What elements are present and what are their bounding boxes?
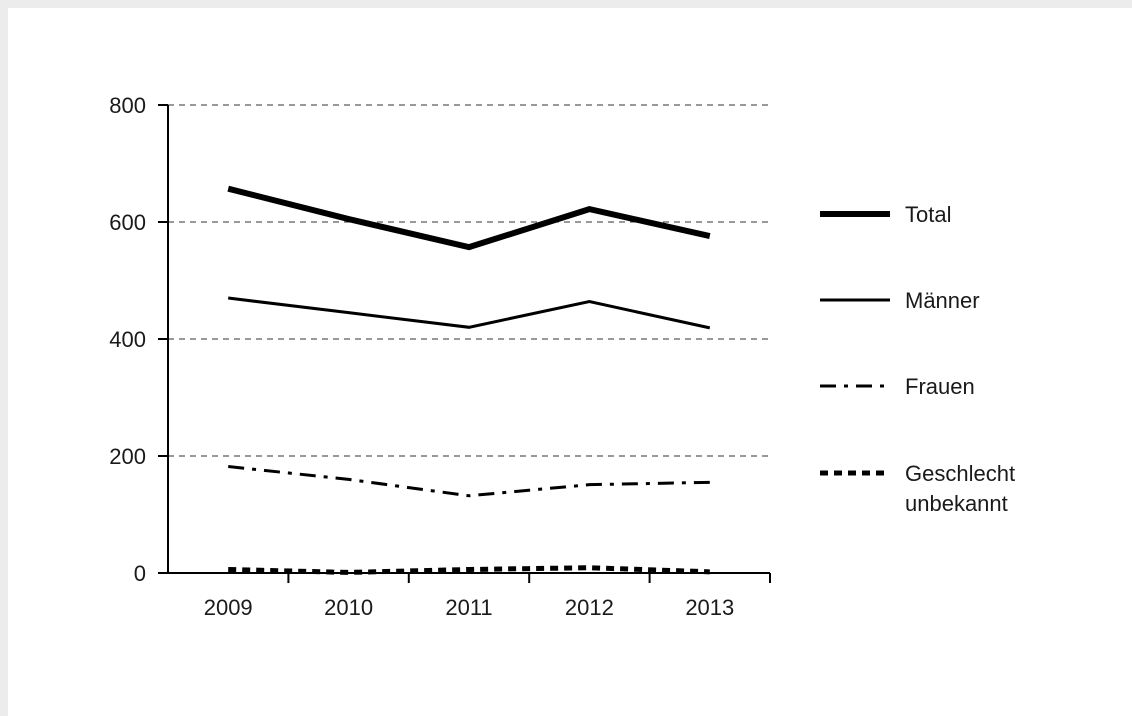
y-tick-label: 0 bbox=[134, 561, 146, 586]
legend-label: Total bbox=[905, 202, 951, 227]
x-tick-label: 2011 bbox=[445, 595, 492, 620]
x-tick-label: 2012 bbox=[565, 595, 614, 620]
x-tick-label: 2010 bbox=[324, 595, 373, 620]
x-tick-label: 2009 bbox=[204, 595, 253, 620]
legend-label: Geschlecht unbekannt bbox=[905, 461, 1015, 516]
legend: Total Männer Frauen Geschlecht unbekannt bbox=[820, 202, 1015, 516]
legend-label: Männer bbox=[905, 288, 980, 313]
y-tick-label: 600 bbox=[109, 210, 146, 235]
series-line-3 bbox=[228, 565, 710, 575]
series-lines bbox=[227, 185, 711, 575]
series-line-1 bbox=[228, 296, 711, 330]
gridlines bbox=[168, 104, 770, 457]
series-line-2 bbox=[228, 465, 710, 498]
series-line-0 bbox=[227, 185, 711, 251]
y-tick-label: 800 bbox=[109, 93, 146, 118]
x-tick-label: 2013 bbox=[685, 595, 734, 620]
chart-panel bbox=[8, 8, 1132, 716]
legend-label: Frauen bbox=[905, 374, 975, 399]
y-tick-label: 400 bbox=[109, 327, 146, 352]
y-tick-label: 200 bbox=[109, 444, 146, 469]
y-axis-ticks: 0 200 400 600 800 bbox=[109, 93, 168, 586]
x-axis-ticks: 2009 2010 2011 2012 2013 bbox=[204, 573, 771, 620]
